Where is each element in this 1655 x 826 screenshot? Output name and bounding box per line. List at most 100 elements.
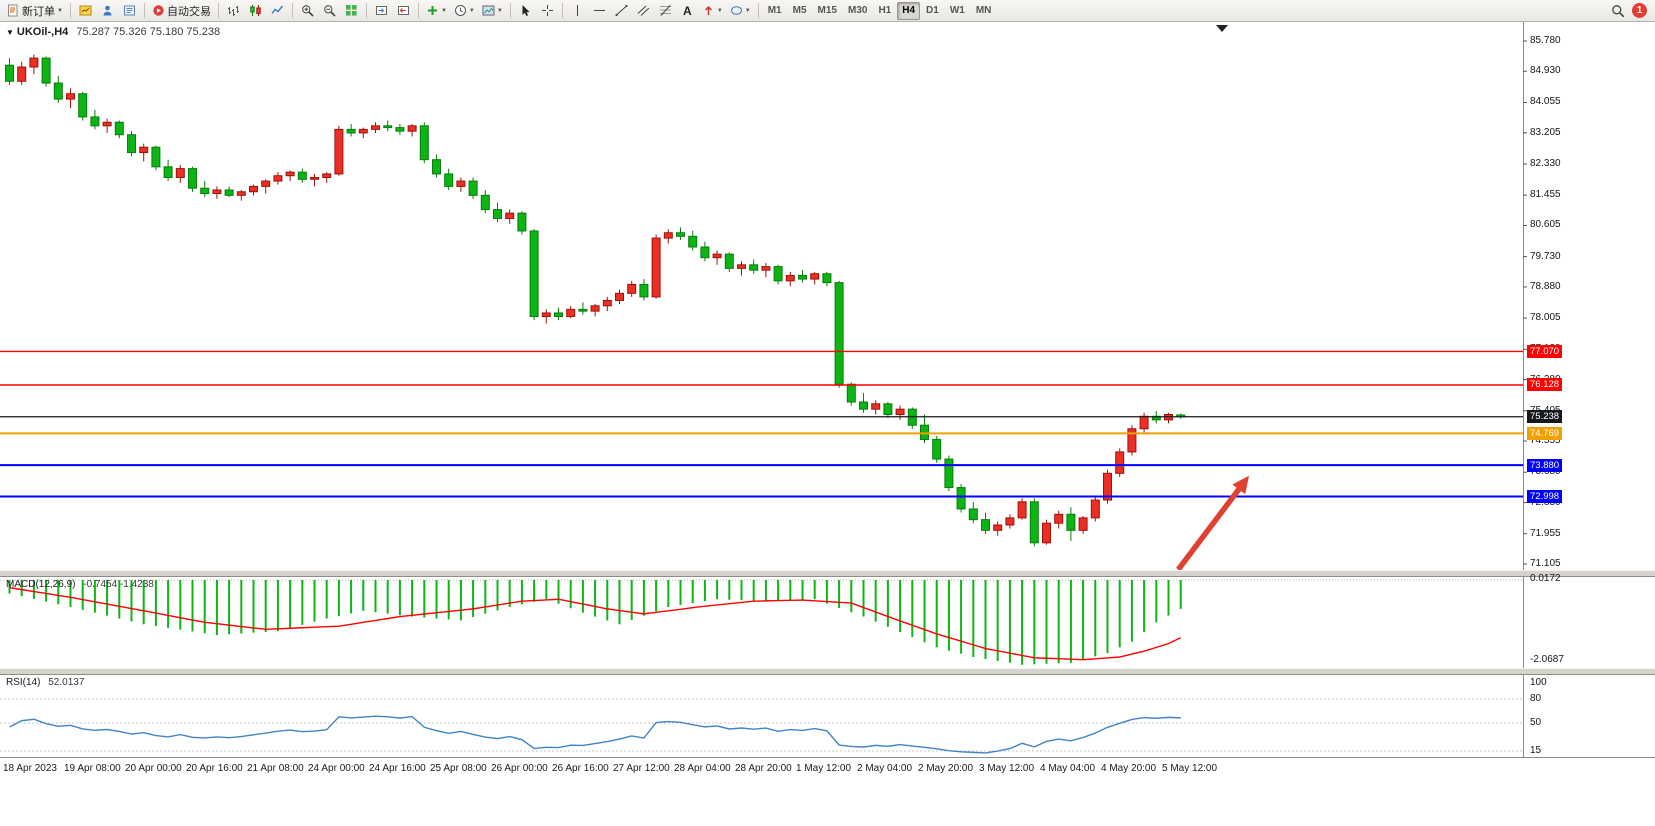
time-axis-label: 4 May 04:00 bbox=[1040, 763, 1096, 774]
time-axis-label: 20 Apr 00:00 bbox=[125, 763, 182, 774]
new-order-icon bbox=[8, 4, 18, 17]
period-button[interactable]: ▼ bbox=[451, 1, 478, 21]
ellipse-shape-icon bbox=[730, 6, 742, 15]
price-badge: 74.769 bbox=[1527, 426, 1563, 440]
timeframe-button-h1[interactable]: H1 bbox=[873, 2, 896, 20]
chevron-down-icon: ▼ bbox=[496, 7, 503, 14]
chart-symbol-label: ▼ UKOil-,H4 75.287 75.326 75.180 75.238 bbox=[6, 26, 220, 38]
data-window-button[interactable] bbox=[97, 1, 118, 21]
channel-tool-button[interactable] bbox=[633, 1, 654, 21]
price-badge: 77.070 bbox=[1527, 344, 1563, 358]
time-axis-label: 18 Apr 2023 bbox=[3, 763, 57, 774]
time-axis-label: 1 May 12:00 bbox=[796, 763, 852, 774]
candles-layer bbox=[5, 54, 1186, 547]
price-axis-label: 81.455 bbox=[1530, 189, 1561, 201]
trendline-icon bbox=[615, 4, 628, 17]
fibonacci-tool-button[interactable] bbox=[655, 1, 676, 21]
pane-separator-macd[interactable] bbox=[0, 570, 1655, 577]
timeframe-button-w1[interactable]: W1 bbox=[945, 2, 970, 20]
auto-scroll-button[interactable] bbox=[371, 1, 392, 21]
plus-icon bbox=[427, 6, 437, 15]
tile-windows-button[interactable] bbox=[341, 1, 362, 21]
macd-axis-label: -2.0687 bbox=[1530, 653, 1564, 665]
timeframe-button-m15[interactable]: M15 bbox=[813, 2, 842, 20]
toolbar-separator bbox=[561, 3, 563, 18]
clock-icon bbox=[454, 5, 466, 16]
search-icon bbox=[1611, 4, 1624, 17]
line-chart-button[interactable] bbox=[267, 1, 288, 21]
chevron-down-icon: ▼ bbox=[744, 7, 751, 14]
time-axis-label: 26 Apr 00:00 bbox=[491, 763, 548, 774]
chart-shift-icon bbox=[397, 6, 409, 15]
horizontal-line-tool-button[interactable] bbox=[589, 1, 610, 21]
toolbar-separator bbox=[365, 3, 367, 18]
cursor-icon bbox=[522, 5, 530, 16]
time-axis-label: 26 Apr 16:00 bbox=[552, 763, 609, 774]
price-badge: 76.128 bbox=[1527, 378, 1563, 392]
toolbar-separator bbox=[417, 3, 419, 18]
user-profile-icon bbox=[103, 5, 112, 16]
timeframe-button-h4[interactable]: H4 bbox=[897, 1, 921, 20]
text-tool-button[interactable]: A bbox=[677, 1, 698, 21]
auto-scroll-icon bbox=[375, 6, 387, 15]
market-watch-button[interactable] bbox=[75, 1, 96, 21]
time-axis-label: 5 May 12:00 bbox=[1162, 763, 1218, 774]
text-tool-label: A bbox=[682, 3, 692, 18]
timeframe-button-d1[interactable]: D1 bbox=[921, 2, 944, 20]
chart-shift-button[interactable] bbox=[393, 1, 414, 21]
cursor-button[interactable] bbox=[515, 1, 536, 21]
timeframe-toolbar: M1 M5 M15 M30 H1 H4 D1 W1 MN bbox=[763, 1, 997, 20]
price-axis-label: 82.330 bbox=[1530, 157, 1561, 169]
line-chart-icon bbox=[271, 5, 283, 14]
autotrading-icon bbox=[153, 5, 164, 16]
timeframe-button-m1[interactable]: M1 bbox=[763, 2, 787, 20]
add-indicator-button[interactable]: ▼ bbox=[423, 1, 450, 21]
price-axis-label: 83.205 bbox=[1530, 126, 1561, 138]
navigator-button[interactable] bbox=[119, 1, 140, 21]
vertical-line-tool-button[interactable] bbox=[567, 1, 588, 21]
price-axis[interactable]: 85.780 84.930 84.055 83.205 82.330 81.455 80.6… bbox=[1523, 0, 1655, 826]
new-order-button[interactable]: 新订单 ▼ bbox=[4, 1, 66, 21]
bar-chart-button[interactable] bbox=[223, 1, 244, 21]
timeframe-button-m5[interactable]: M5 bbox=[788, 2, 812, 20]
autotrading-button[interactable]: 自动交易 bbox=[149, 1, 214, 21]
zoom-out-button[interactable] bbox=[319, 1, 340, 21]
rsi-name: RSI(14) bbox=[6, 677, 41, 688]
chevron-down-icon: ▼ bbox=[468, 7, 475, 14]
shapes-tool-button[interactable]: ▼ bbox=[727, 1, 754, 21]
horizontal-line-icon bbox=[593, 10, 605, 11]
time-axis-label: 28 Apr 20:00 bbox=[735, 763, 792, 774]
macd-histogram-layer bbox=[8, 580, 1182, 665]
time-axis-label: 24 Apr 00:00 bbox=[308, 763, 365, 774]
timeframe-button-mn[interactable]: MN bbox=[971, 2, 997, 20]
notification-badge[interactable]: 1 bbox=[1632, 3, 1647, 18]
zoom-in-icon bbox=[302, 5, 314, 17]
vertical-line-icon bbox=[576, 5, 578, 16]
candlestick-chart-button[interactable] bbox=[245, 1, 266, 21]
price-axis-label: 71.105 bbox=[1530, 558, 1561, 570]
annotation-arrow bbox=[1176, 475, 1250, 572]
time-axis[interactable]: 18 Apr 2023 19 Apr 08:00 20 Apr 00:00 20 Ap… bbox=[0, 758, 1655, 782]
timeframe-button-m30[interactable]: M30 bbox=[843, 2, 872, 20]
rsi-indicator-label: RSI(14) 52.0137 bbox=[6, 677, 84, 688]
zoom-in-button[interactable] bbox=[297, 1, 318, 21]
main-toolbar: 新订单 ▼ 自动交易 bbox=[0, 0, 1655, 22]
shift-marker-icon bbox=[1216, 25, 1228, 32]
candlestick-icon bbox=[250, 5, 261, 16]
rsi-axis-label: 15 bbox=[1530, 745, 1542, 756]
crosshair-button[interactable] bbox=[537, 1, 558, 21]
arrows-tool-button[interactable]: ▼ bbox=[699, 1, 726, 21]
symbol-period-text: UKOil-,H4 bbox=[16, 26, 69, 38]
template-button[interactable]: ▼ bbox=[479, 1, 506, 21]
time-axis-label: 3 May 12:00 bbox=[979, 763, 1035, 774]
navigator-icon bbox=[123, 5, 135, 16]
trendline-tool-button[interactable] bbox=[611, 1, 632, 21]
pane-separator-rsi[interactable] bbox=[0, 668, 1655, 675]
channel-icon bbox=[637, 5, 650, 16]
price-axis-label: 71.955 bbox=[1530, 527, 1561, 539]
price-axis-label: 78.880 bbox=[1530, 280, 1561, 292]
rsi-axis-label: 80 bbox=[1530, 693, 1542, 704]
toolbar-separator bbox=[143, 3, 145, 18]
search-button[interactable] bbox=[1607, 1, 1628, 21]
